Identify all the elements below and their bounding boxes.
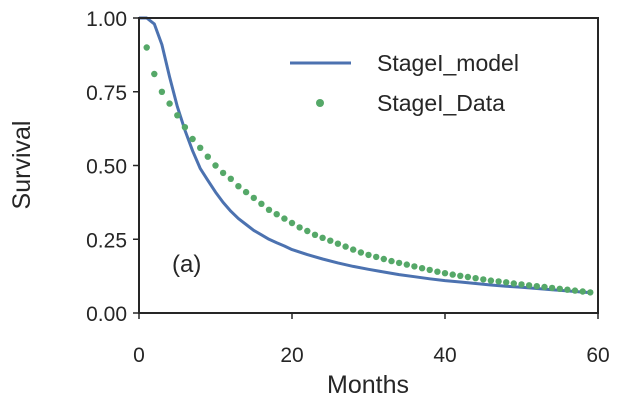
y-tick-label: 0.00 — [86, 303, 127, 326]
data-point-stagei-data — [342, 243, 349, 250]
data-point-stagei-data — [464, 273, 472, 281]
data-point-stagei-data — [242, 188, 250, 196]
data-point-stagei-data — [174, 112, 181, 119]
data-point-stagei-data — [395, 259, 403, 267]
x-tick-label: 60 — [586, 344, 609, 367]
data-point-stagei-data — [518, 281, 525, 288]
y-tick-label: 0.25 — [86, 229, 127, 252]
data-point-stagei-data — [250, 194, 257, 202]
data-point-stagei-data — [564, 286, 571, 293]
data-point-stagei-data — [587, 289, 594, 296]
data-point-stagei-data — [449, 271, 456, 278]
legend-swatch-dot — [316, 99, 324, 107]
data-point-stagei-data — [258, 200, 265, 207]
data-point-stagei-data — [403, 261, 410, 268]
series-line-stagei-model — [139, 16, 591, 295]
data-point-stagei-data — [388, 257, 395, 265]
data-point-stagei-data — [556, 285, 563, 292]
data-point-stagei-data — [503, 279, 510, 286]
data-point-stagei-data — [189, 135, 196, 143]
data-point-stagei-data — [235, 183, 242, 190]
data-point-stagei-data — [227, 175, 234, 182]
data-point-stagei-data — [319, 234, 326, 241]
plot-area — [139, 16, 594, 296]
data-point-stagei-data — [296, 224, 303, 231]
data-point-stagei-data — [166, 100, 173, 107]
data-point-stagei-data — [533, 283, 540, 290]
data-point-stagei-data — [288, 219, 296, 227]
data-point-stagei-data — [380, 255, 387, 263]
y-tick-label: 0.50 — [86, 156, 127, 179]
data-point-stagei-data — [510, 280, 517, 287]
data-point-stagei-data — [373, 253, 380, 261]
data-point-stagei-data — [158, 88, 166, 96]
y-tick-label: 1.00 — [86, 8, 127, 31]
data-point-stagei-data — [411, 263, 418, 270]
data-point-stagei-data — [197, 144, 204, 151]
y-axis-label: Survival — [8, 121, 36, 210]
data-point-stagei-data — [495, 278, 502, 285]
data-point-stagei-data — [327, 237, 334, 244]
data-point-stagei-data — [219, 169, 227, 177]
data-point-stagei-data — [418, 265, 426, 272]
data-point-stagei-data — [487, 277, 495, 284]
data-point-stagei-data — [281, 215, 288, 222]
axis-ticks: 0 20 40 60 0.00 0.25 0.50 0.75 1.00 — [86, 8, 610, 367]
data-point-stagei-data — [480, 276, 487, 283]
x-tick-label: 40 — [433, 344, 456, 367]
data-point-stagei-data — [357, 249, 365, 256]
data-point-stagei-data — [525, 282, 533, 289]
data-point-stagei-data — [181, 124, 189, 131]
data-point-stagei-data — [151, 70, 158, 78]
data-point-stagei-data — [548, 284, 556, 292]
data-point-stagei-data — [350, 246, 357, 253]
data-point-stagei-data — [265, 206, 273, 213]
data-point-stagei-data — [143, 44, 150, 51]
panel-annotation: (a) — [172, 251, 201, 278]
legend: StageI_model StageI_Data — [290, 50, 519, 116]
data-point-stagei-data — [212, 162, 219, 169]
data-point-stagei-data — [571, 287, 579, 294]
legend-label: StageI_Data — [377, 90, 505, 116]
data-point-stagei-data — [579, 288, 586, 295]
data-point-stagei-data — [426, 266, 433, 274]
data-point-stagei-data — [304, 227, 311, 235]
data-point-stagei-data — [311, 231, 319, 238]
x-axis-label: Months — [327, 371, 409, 399]
data-point-stagei-data — [334, 240, 342, 247]
data-point-stagei-data — [434, 268, 441, 275]
data-point-stagei-data — [541, 283, 548, 291]
x-tick-label: 20 — [280, 344, 303, 367]
data-point-stagei-data — [472, 275, 479, 282]
data-point-stagei-data — [204, 153, 211, 160]
legend-label: StageI_model — [377, 50, 519, 76]
y-tick-label: 0.75 — [86, 82, 127, 105]
data-point-stagei-data — [273, 211, 280, 218]
data-point-stagei-data — [365, 251, 372, 259]
data-point-stagei-data — [457, 272, 464, 279]
data-point-stagei-data — [441, 270, 449, 277]
x-tick-label: 0 — [133, 344, 145, 367]
